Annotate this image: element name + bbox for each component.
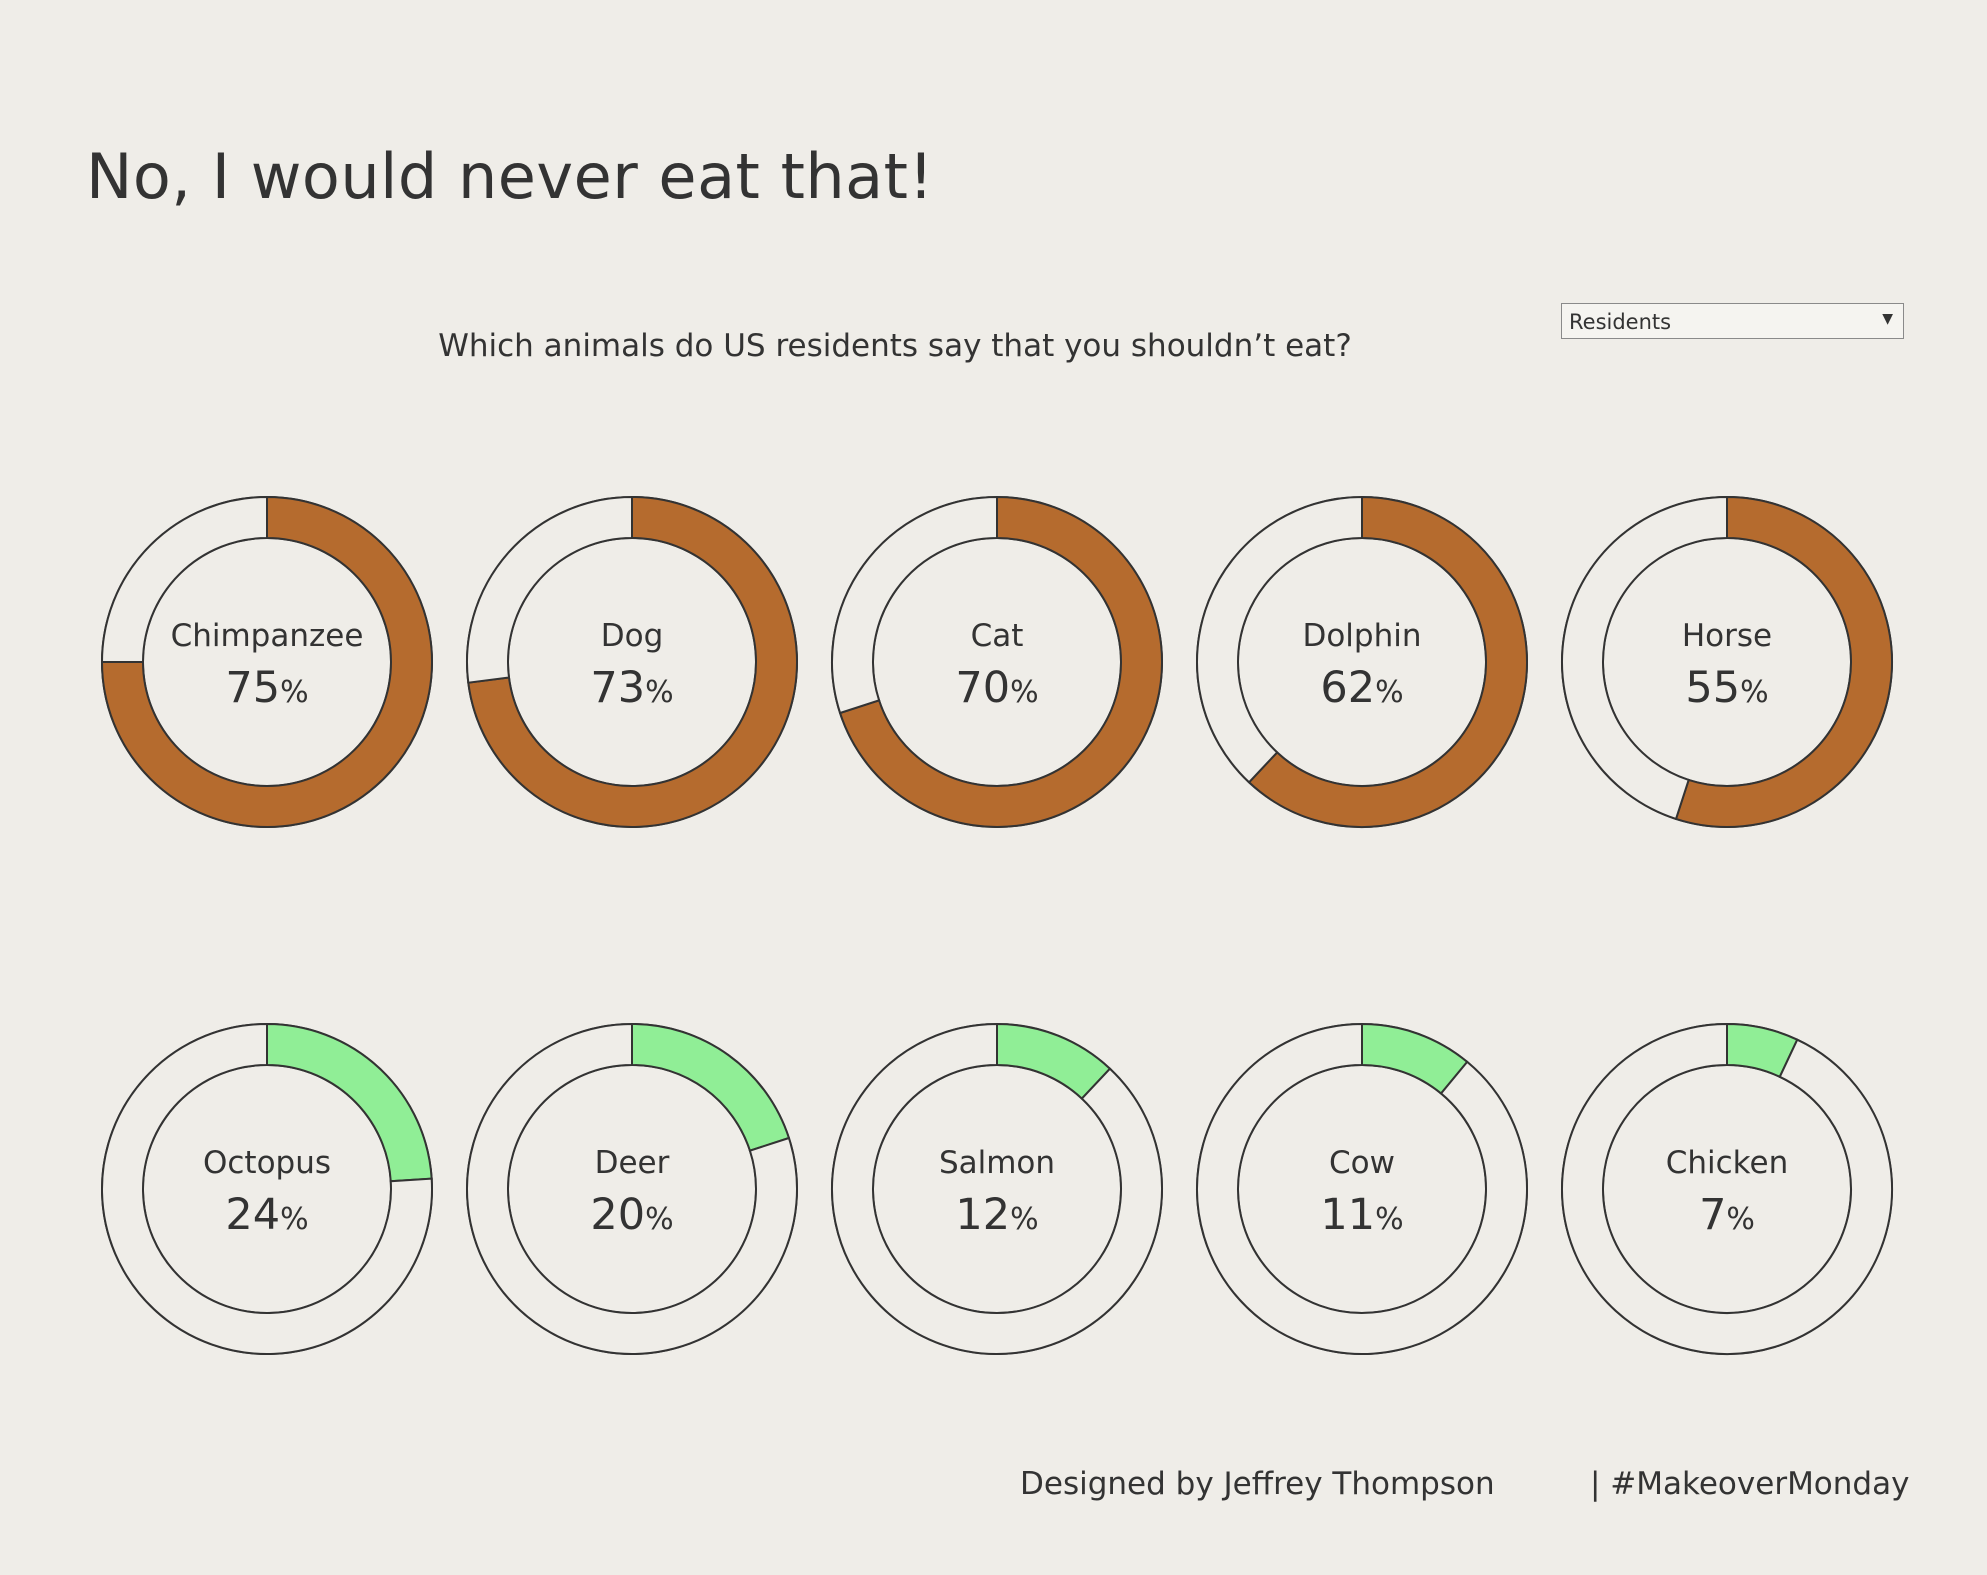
page-title: No, I would never eat that! [86,140,934,213]
donut-remainder-cow [1196,1022,1528,1355]
value-unit: % [280,675,309,710]
value-unit: % [1375,1202,1404,1237]
donut-arc-horse [1674,495,1893,828]
value-label: 24% [225,1190,308,1240]
donut-deer[interactable]: Deer 20% [466,1022,798,1355]
value-unit: % [645,1202,674,1237]
donut-octopus[interactable]: Octopus 24% [101,1022,433,1355]
value-unit: % [1740,675,1769,710]
designer-credit: Designed by Jeffrey Thompson [1020,1466,1495,1502]
animal-label: Salmon [939,1145,1055,1181]
donut-remainder-horse [1561,495,1728,821]
donut-remainder-salmon [831,1022,1163,1355]
donut-remainder-cat [831,495,998,715]
value-number: 75 [225,663,280,713]
donut-horse[interactable]: Horse 55% [1561,495,1893,828]
value-number: 70 [955,663,1010,713]
value-number: 62 [1320,663,1375,713]
donut-arc-dolphin [1247,495,1528,828]
donut-remainder-deer [466,1022,798,1355]
value-unit: % [645,675,674,710]
animal-label: Dolphin [1302,618,1421,654]
value-number: 7 [1699,1190,1726,1240]
value-label: 12% [955,1190,1038,1240]
donut-arc-chimpanzee [100,495,433,828]
value-label: 62% [1320,663,1403,713]
value-unit: % [1010,1202,1039,1237]
donut-arc-deer [631,1022,791,1152]
animal-label: Chimpanzee [171,618,364,654]
group-filter-dropdown[interactable]: Residents ▼ [1561,303,1904,339]
value-number: 24 [225,1190,280,1240]
chart-subtitle: Which animals do US residents say that y… [438,328,1352,364]
value-unit: % [1010,675,1039,710]
donut-remainder-octopus [101,1022,433,1355]
value-label: 20% [590,1190,673,1240]
value-label: 70% [955,663,1038,713]
caret-down-icon: ▼ [1882,311,1893,327]
animal-label: Deer [595,1145,670,1181]
animal-label: Cat [971,618,1024,654]
donut-remainder-dog [466,495,633,684]
value-number: 11 [1320,1190,1375,1240]
value-label: 55% [1685,663,1768,713]
donut-chimpanzee[interactable]: Chimpanzee 75% [100,495,433,828]
value-number: 55 [1685,663,1740,713]
donut-dolphin[interactable]: Dolphin 62% [1196,495,1528,828]
value-label: 11% [1320,1190,1403,1240]
donut-salmon[interactable]: Salmon 12% [831,1022,1163,1355]
value-number: 12 [955,1190,1010,1240]
group-filter-value: Residents [1569,310,1672,334]
value-label: 7% [1699,1190,1755,1240]
value-unit: % [1726,1202,1755,1237]
donut-remainder-chimpanzee [100,495,268,663]
makeover-monday-tag[interactable]: | #MakeoverMonday [1590,1466,1910,1502]
animal-label: Chicken [1666,1145,1789,1181]
value-number: 20 [590,1190,645,1240]
value-label: 75% [225,663,308,713]
donut-remainder-dolphin [1196,495,1363,784]
animal-label: Octopus [203,1145,331,1181]
animal-label: Dog [601,618,664,654]
animal-label: Horse [1682,618,1772,654]
donut-arc-dog [467,495,798,828]
donut-arc-cat [838,495,1163,828]
donut-chicken[interactable]: Chicken 7% [1561,1022,1893,1355]
donut-cat[interactable]: Cat 70% [831,495,1163,828]
value-number: 73 [590,663,645,713]
animal-label: Cow [1329,1145,1395,1181]
value-label: 73% [590,663,673,713]
donut-cow[interactable]: Cow 11% [1196,1022,1528,1355]
donut-remainder-chicken [1561,1022,1893,1355]
value-unit: % [280,1202,309,1237]
donut-dog[interactable]: Dog 73% [466,495,798,828]
value-unit: % [1375,675,1404,710]
